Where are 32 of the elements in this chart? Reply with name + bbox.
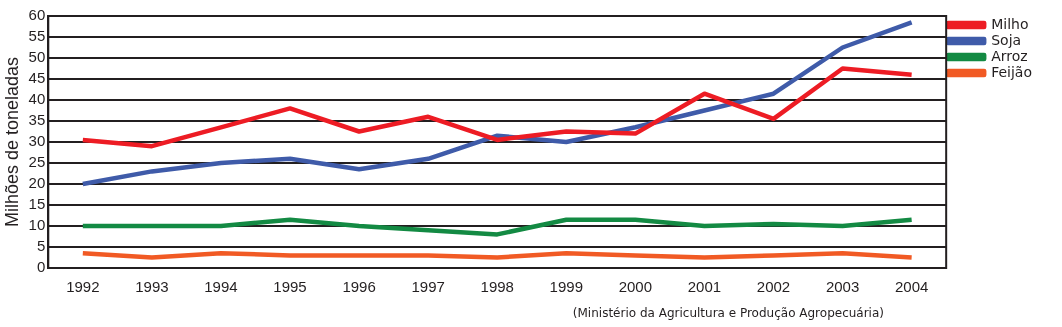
y-tick-label: 60: [28, 6, 46, 24]
text: (Ministério da Agricultura e Produção Agropecuária): [572, 306, 884, 320]
x-tick-label: 2002: [756, 278, 791, 296]
legend-label: Feijão: [991, 63, 1032, 80]
y-tick-label: 15: [28, 195, 46, 213]
x-tick-label: 1992: [66, 278, 100, 296]
legend-label: Milho: [991, 15, 1029, 32]
x-tick-label: 1998: [480, 278, 514, 296]
y-tick-label: 50: [28, 48, 46, 66]
legend-label: Soja: [991, 31, 1022, 48]
y-tick-label: 5: [36, 237, 46, 255]
x-tick-label: 1996: [342, 278, 376, 296]
y-tick-label: 30: [28, 132, 46, 150]
y-tick-label: 10: [28, 216, 46, 234]
x-tick-label: 2003: [825, 278, 860, 296]
y-tick-label: 0: [36, 258, 46, 276]
y-tick-label: 20: [28, 174, 46, 192]
x-tick-label: 1994: [204, 278, 238, 296]
x-tick-label: 1995: [273, 278, 307, 296]
x-tick-label: 1997: [411, 278, 445, 296]
y-tick-label: 25: [28, 153, 46, 171]
x-tick-label: 2004: [894, 278, 929, 296]
y-tick-label: 35: [28, 111, 46, 129]
x-tick-label: 1999: [549, 278, 583, 296]
y-tick-label: 45: [28, 69, 46, 87]
x-tick-label: 1993: [135, 278, 169, 296]
y-tick-label: 40: [28, 90, 46, 108]
legend-label: Arroz: [991, 47, 1028, 64]
x-tick-label: 2000: [618, 278, 653, 296]
x-tick-label: 2001: [687, 278, 722, 296]
y-tick-label: 55: [28, 27, 46, 45]
y-axis-title: Milhões de toneladas: [1, 56, 22, 228]
